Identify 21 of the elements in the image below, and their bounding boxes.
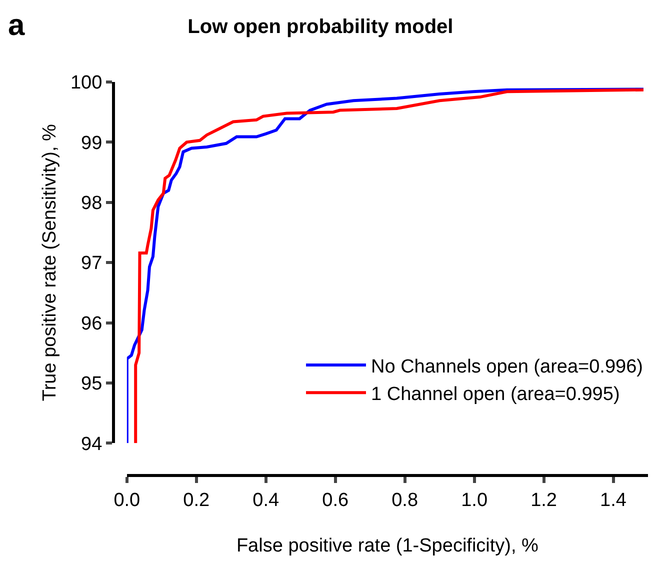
x-tick-label: 1.2	[530, 490, 557, 511]
x-tick-label: 0.2	[183, 490, 210, 511]
x-tick-label: 0.0	[114, 490, 140, 511]
y-tick-label: 94	[81, 434, 103, 455]
y-tick-label: 98	[81, 193, 102, 214]
x-axis-title: False positive rate (1-Specificity), %	[236, 536, 539, 557]
legend-label: No Channels open (area=0.996)	[371, 356, 643, 378]
y-tick-label: 99	[81, 132, 102, 154]
x-tick-label: 0.6	[322, 490, 349, 511]
chart-title: Low open probability model	[188, 16, 454, 38]
y-tick-label: 97	[81, 253, 102, 274]
y-tick-label: 95	[81, 374, 102, 395]
x-tick-label: 1.4	[600, 490, 627, 511]
y-tick-label: 100	[70, 72, 102, 94]
x-tick-label: 0.8	[392, 490, 418, 511]
y-axis-title: True positive rate (Sensitivity), %	[39, 124, 60, 402]
text: a	[8, 9, 25, 42]
y-tick-label: 96	[81, 313, 102, 334]
legend-label: 1 Channel open (area=0.995)	[371, 384, 620, 406]
x-tick-label: 0.4	[252, 490, 280, 511]
x-tick-label: 1.0	[461, 490, 488, 511]
